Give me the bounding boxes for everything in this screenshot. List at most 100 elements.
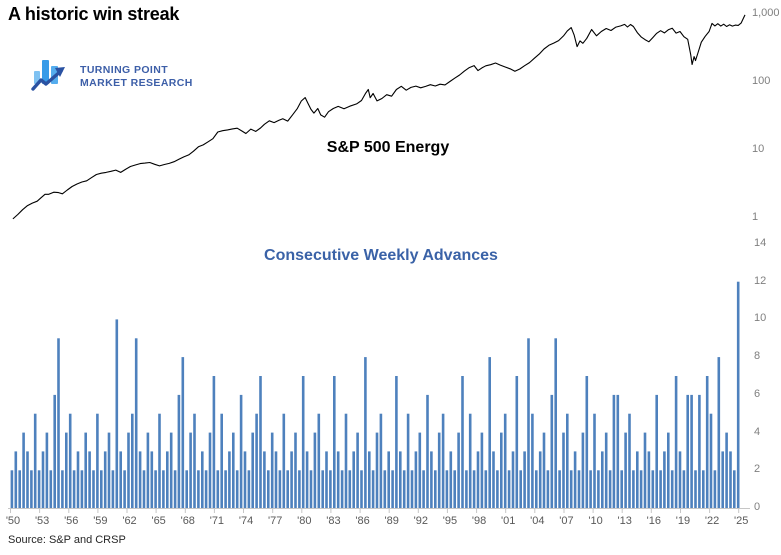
bar-weekly-advance-streak (667, 432, 670, 508)
bar-weekly-advance-streak (30, 470, 33, 508)
bar-y-axis-tick-label: 14 (754, 237, 767, 249)
bar-weekly-advance-streak (562, 432, 565, 508)
bar-weekly-advance-streak (659, 470, 662, 508)
bar-weekly-advance-streak (422, 470, 425, 508)
bar-weekly-advance-streak (49, 470, 53, 508)
bar-weekly-advance-streak (26, 451, 29, 508)
bar-weekly-advance-streak (601, 451, 604, 508)
bar-weekly-advance-streak (484, 470, 488, 508)
bar-weekly-advance-streak (100, 470, 103, 508)
bar-weekly-advance-streak (702, 470, 705, 508)
bar-weekly-advance-streak (204, 470, 208, 508)
bar-weekly-advance-streak (197, 470, 200, 508)
bar-weekly-advance-streak (569, 470, 573, 508)
bar-weekly-advance-streak (115, 319, 119, 508)
line-series-sp500-energy (12, 14, 746, 220)
bar-weekly-advance-streak (690, 394, 693, 508)
bar-weekly-advance-streak (45, 432, 49, 508)
x-axis-tick-label: '77 (267, 515, 283, 527)
bar-weekly-advance-streak (713, 470, 717, 508)
bar-weekly-advance-streak (329, 470, 332, 508)
bar-chart-up-arrow-icon (30, 54, 72, 99)
bar-weekly-advance-streak (721, 451, 724, 508)
bar-weekly-advance-streak (57, 338, 60, 508)
bar-weekly-advance-streak (632, 470, 635, 508)
bar-weekly-advance-streak (232, 432, 235, 508)
x-axis-tick-label: '50 (5, 515, 21, 527)
bar-y-axis-tick-label: 4 (754, 425, 761, 438)
bar-weekly-advance-streak (239, 394, 243, 508)
bar-weekly-advance-streak (608, 470, 612, 508)
bar-weekly-advance-streak (628, 413, 631, 508)
bar-weekly-advance-streak (410, 470, 414, 508)
bar-weekly-advance-streak (391, 470, 394, 508)
source-note: Source: S&P and CRSP (8, 534, 126, 546)
bar-weekly-advance-streak (103, 451, 107, 508)
bar-weekly-advance-streak (577, 470, 581, 508)
bar-weekly-advance-streak (449, 451, 453, 508)
bar-weekly-advance-streak (352, 451, 355, 508)
line-y-axis-tick-label: 1 (752, 211, 759, 223)
page-title: A historic win streak (8, 4, 180, 24)
bar-weekly-advance-streak (725, 432, 728, 508)
x-axis-tick-label: '71 (209, 515, 225, 527)
bar-weekly-advance-streak (166, 451, 169, 508)
bar-weekly-advance-streak (496, 470, 499, 508)
bar-weekly-advance-streak (368, 451, 371, 508)
bar-weekly-advance-streak (535, 470, 538, 508)
bar-weekly-advance-streak (286, 470, 289, 508)
turning-point-logo: TURNING POINT MARKET RESEARCH (30, 54, 193, 99)
x-axis-tick-label: '83 (326, 515, 341, 527)
bar-weekly-advance-streak (663, 451, 666, 508)
x-axis-tick-label: '62 (122, 515, 137, 527)
bar-weekly-advance-streak (705, 376, 709, 508)
bar-weekly-advance-streak (573, 451, 577, 508)
bar-weekly-advance-streak (127, 432, 130, 508)
bar-weekly-advance-streak (558, 470, 561, 508)
bar-weekly-advance-streak (616, 394, 620, 508)
bar-weekly-advance-streak (674, 376, 678, 508)
bar-weekly-advance-streak (636, 451, 639, 508)
bar-weekly-advance-streak (348, 470, 352, 508)
bar-weekly-advance-streak (360, 470, 363, 508)
bar-weekly-advance-streak (208, 432, 212, 508)
bar-weekly-advance-streak (488, 357, 491, 508)
bar-weekly-advance-streak (678, 451, 682, 508)
bar-weekly-advance-streak (430, 451, 433, 508)
line-y-axis-tick-label: 100 (752, 75, 771, 87)
bar-weekly-advance-streak (371, 470, 375, 508)
bar-weekly-advance-streak (228, 451, 231, 508)
bar-weekly-advance-streak (76, 451, 80, 508)
line-chart-title: S&P 500 Energy (326, 139, 450, 156)
bar-weekly-advance-streak (472, 470, 476, 508)
bar-weekly-advance-streak (538, 451, 542, 508)
bar-weekly-advance-streak (406, 413, 410, 508)
bar-weekly-advance-streak (515, 376, 519, 508)
bar-weekly-advance-streak (123, 470, 126, 508)
bar-weekly-advance-streak (224, 470, 227, 508)
bar-weekly-advance-streak (356, 432, 359, 508)
bar-weekly-advance-streak (301, 376, 305, 508)
x-axis-tick-label: '74 (238, 515, 254, 527)
bar-weekly-advance-streak (146, 432, 150, 508)
bar-weekly-advance-streak (72, 470, 76, 508)
bar-weekly-advance-streak (259, 376, 262, 508)
bar-weekly-advance-streak (162, 470, 165, 508)
bar-weekly-advance-streak (22, 432, 25, 508)
bar-weekly-advance-streak (717, 357, 721, 508)
bar-weekly-advance-streak (655, 394, 658, 508)
bar-weekly-advance-streak (84, 432, 87, 508)
bar-weekly-advance-streak (88, 451, 91, 508)
bar-weekly-advance-streak (375, 432, 379, 508)
x-axis-tick-label: '01 (501, 515, 516, 527)
bar-weekly-advance-streak (321, 470, 324, 508)
bar-weekly-advance-streak (313, 432, 317, 508)
bar-weekly-advance-streak (298, 470, 301, 508)
bar-weekly-advance-streak (193, 413, 196, 508)
bar-weekly-advance-streak (119, 451, 122, 508)
bar-weekly-advance-streak (503, 413, 507, 508)
bar-weekly-advance-streak (154, 470, 157, 508)
bar-weekly-advance-streak (220, 413, 223, 508)
bar-weekly-advance-streak (639, 470, 643, 508)
